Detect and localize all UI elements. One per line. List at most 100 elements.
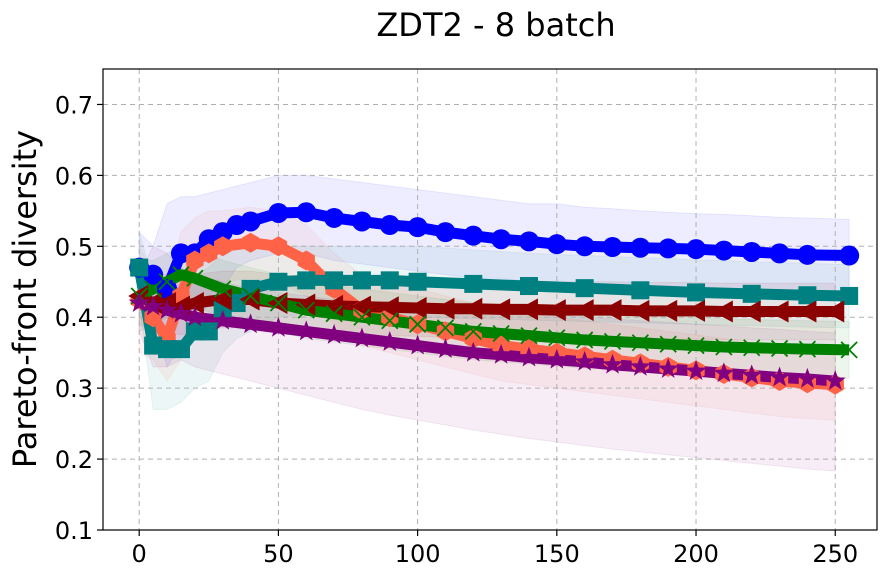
y-axis-label: Pareto-front diversity — [6, 130, 44, 468]
point-teal-square — [380, 271, 399, 290]
point-teal-square — [199, 322, 218, 341]
point-teal-square — [519, 277, 538, 296]
y-tick-label: 0.1 — [55, 517, 93, 545]
point-green-x — [840, 341, 858, 359]
point-green-x — [687, 336, 705, 355]
point-tomato-hexagon — [464, 328, 482, 349]
point-purple-star — [490, 343, 512, 364]
point-blue-circle — [574, 236, 595, 257]
point-blue-circle — [713, 240, 734, 261]
point-green-x — [436, 319, 455, 337]
point-darkred-triangle — [824, 300, 845, 323]
point-teal-square — [464, 274, 483, 293]
point-purple-star — [824, 370, 846, 390]
point-darkred-triangle — [183, 292, 204, 315]
point-green-x — [715, 338, 733, 356]
point-teal-square — [352, 271, 371, 290]
point-blue-circle — [268, 202, 289, 223]
point-purple-star — [657, 358, 679, 378]
point-purple-star — [407, 334, 429, 355]
point-tomato-hexagon — [436, 321, 455, 342]
point-teal-square — [227, 294, 246, 313]
point-darkred-triangle — [517, 298, 538, 321]
y-tick-label: 0.6 — [55, 162, 93, 190]
point-purple-star — [142, 295, 164, 316]
point-darkred-triangle — [323, 294, 344, 317]
point-green-x — [520, 327, 538, 345]
point-tomato-hexagon — [297, 250, 315, 271]
point-green-x — [464, 322, 482, 341]
point-purple-star — [546, 348, 568, 369]
point-blue-circle — [741, 241, 762, 262]
point-blue-circle — [379, 215, 400, 236]
point-teal-square — [798, 286, 817, 305]
point-purple-star — [769, 366, 791, 387]
point-tomato-hexagon — [241, 232, 260, 253]
point-darkred-triangle — [239, 288, 260, 311]
point-purple-star — [170, 302, 192, 323]
point-blue-circle — [463, 225, 484, 246]
series-line-darkred-triangle — [136, 291, 836, 318]
point-green-x — [269, 294, 288, 312]
point-teal-square — [742, 284, 761, 303]
point-green-x — [158, 273, 176, 291]
point-teal-square — [631, 281, 650, 300]
point-blue-circle — [630, 237, 651, 258]
point-purple-star — [323, 323, 345, 344]
point-blue-circle — [324, 207, 345, 228]
chart-title: ZDT2 - 8 batch — [376, 6, 615, 44]
point-teal-square — [575, 279, 594, 298]
point-purple-star — [295, 320, 317, 341]
point-teal-square — [171, 340, 190, 359]
point-darkred-triangle — [295, 293, 316, 316]
point-teal-square — [840, 286, 859, 305]
point-teal-square — [325, 271, 344, 290]
point-darkred-triangle — [406, 297, 427, 320]
x-tick-label: 250 — [812, 540, 858, 568]
x-tick-label: 50 — [263, 540, 294, 568]
y-tick-label: 0.4 — [55, 304, 93, 332]
point-purple-star — [713, 362, 735, 383]
point-purple-star — [351, 327, 373, 348]
point-blue-circle — [435, 222, 456, 243]
point-darkred-triangle — [768, 300, 789, 323]
x-tick-label: 150 — [534, 540, 580, 568]
point-blue-circle — [296, 202, 317, 223]
point-purple-star — [796, 367, 818, 388]
point-teal-square — [269, 272, 288, 291]
point-blue-circle — [769, 243, 790, 264]
point-purple-star — [685, 360, 707, 381]
point-darkred-triangle — [573, 299, 594, 322]
point-blue-circle — [839, 245, 860, 266]
point-purple-star — [240, 313, 262, 334]
point-purple-star — [212, 309, 234, 330]
series-line-purple-star — [137, 297, 836, 387]
point-green-x — [172, 266, 190, 284]
point-green-x — [603, 332, 622, 350]
point-purple-star — [741, 364, 763, 385]
point-darkred-triangle — [434, 297, 455, 320]
point-blue-circle — [407, 217, 428, 238]
point-darkred-triangle — [378, 296, 399, 319]
point-green-x — [743, 339, 761, 357]
point-green-x — [144, 280, 162, 298]
point-purple-star — [602, 353, 623, 374]
point-blue-circle — [658, 238, 679, 259]
point-green-x — [631, 334, 649, 352]
y-axis-ticks: 0.1 0.2 0.3 0.4 0.5 0.6 0.7 — [55, 91, 103, 545]
point-green-x — [548, 329, 566, 347]
point-darkred-triangle — [712, 300, 733, 323]
x-axis-ticks: 0 50 100 150 200 250 — [132, 530, 858, 568]
point-purple-star — [462, 341, 484, 362]
point-purple-star — [379, 331, 401, 351]
point-purple-star — [434, 338, 456, 359]
point-purple-star — [184, 306, 206, 327]
point-tomato-hexagon — [214, 236, 232, 257]
point-green-x — [186, 269, 204, 287]
point-tomato-hexagon — [269, 236, 288, 257]
point-darkred-triangle — [490, 298, 511, 321]
y-tick-label: 0.3 — [55, 375, 93, 403]
x-tick-label: 200 — [673, 540, 719, 568]
y-tick-label: 0.2 — [55, 446, 93, 474]
